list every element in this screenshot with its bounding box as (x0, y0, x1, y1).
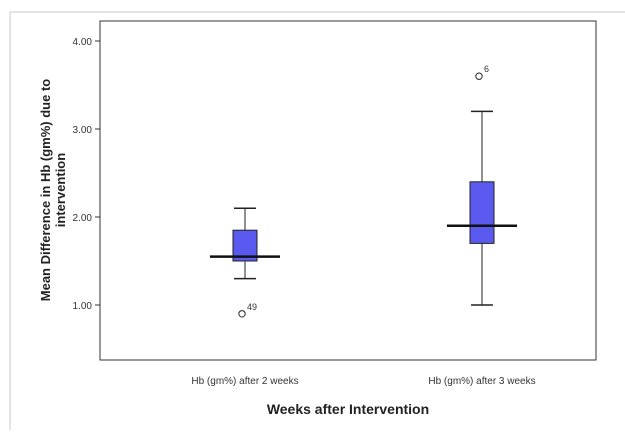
outlier-label: 6 (484, 64, 489, 74)
x-axis-label: Weeks after Intervention (267, 401, 429, 417)
y-tick-label: 1.00 (73, 301, 93, 312)
x-category-label: Hb (gm%) after 2 weeks (191, 376, 298, 387)
y-tick-label: 4.00 (73, 37, 93, 48)
y-axis-label: Mean Difference in Hb (gm%) due tointerv… (38, 79, 68, 302)
x-category-label: Hb (gm%) after 3 weeks (428, 376, 535, 387)
iqr-box (469, 181, 495, 244)
box-group: 6 (447, 64, 517, 306)
y-axis: 1.00 2.00 3.00 4.00 (73, 37, 100, 312)
outlier-point (475, 72, 483, 80)
box-group: 49 (210, 207, 280, 318)
outlier-label: 49 (247, 302, 257, 312)
y-tick-label: 3.00 (73, 125, 93, 136)
y-axis-label-line: intervention (53, 153, 68, 227)
y-tick-label: 2.00 (73, 213, 93, 224)
outlier-point (238, 310, 246, 318)
y-axis-label-line: Mean Difference in Hb (gm%) due to (38, 79, 53, 302)
x-axis: Hb (gm%) after 2 weeks Hb (gm%) after 3 w… (191, 376, 535, 387)
box-series: 49 6 (210, 64, 517, 318)
plot-frame (99, 20, 597, 361)
